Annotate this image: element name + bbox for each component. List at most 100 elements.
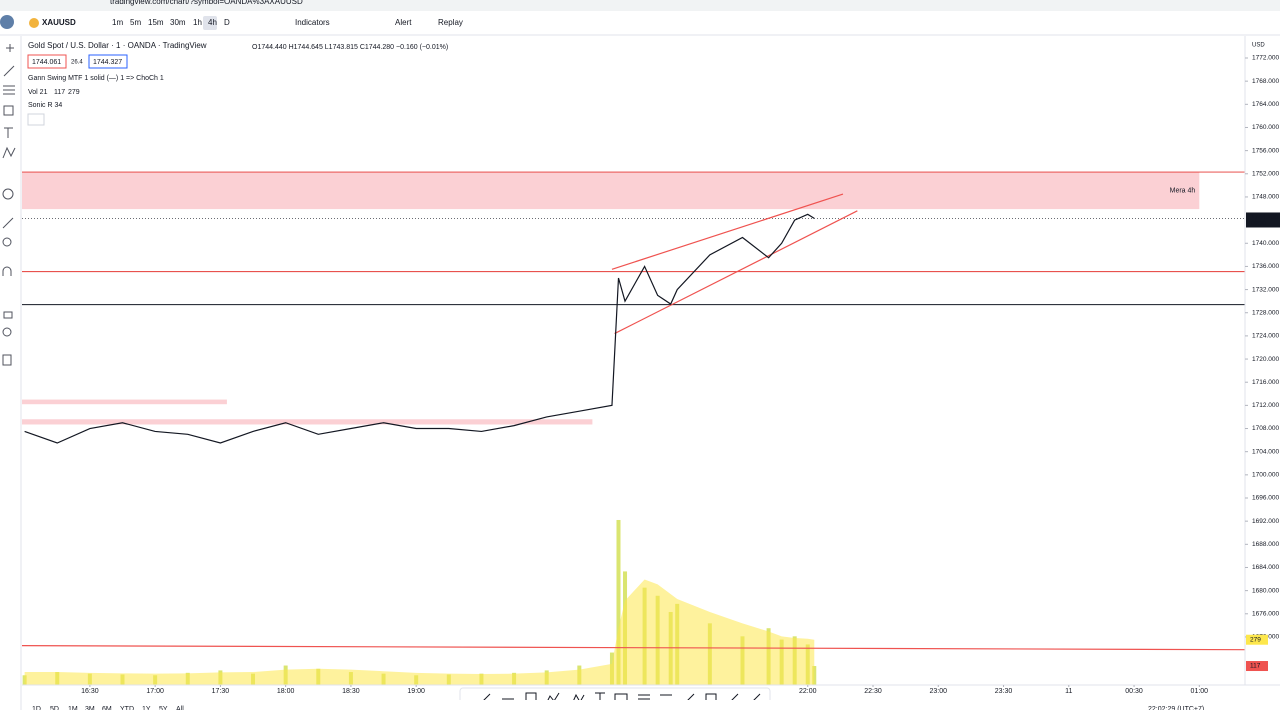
- shape-tool[interactable]: [3, 105, 14, 116]
- y-tick-label: 1752.000: [1252, 171, 1279, 178]
- top-toolbar: [0, 11, 1280, 35]
- browser-bar: [0, 0, 1280, 11]
- y-tick-label: 1724.000: [1252, 333, 1279, 340]
- trend-line: [611, 193, 844, 270]
- zoom-tool[interactable]: [2, 237, 12, 247]
- spread: 26.4: [71, 60, 83, 66]
- cross-tool[interactable]: [6, 44, 14, 52]
- y-tick-label: 1732.000: [1252, 286, 1279, 293]
- x-tick-label: 19:00: [407, 688, 425, 695]
- trend-tool[interactable]: [3, 65, 15, 77]
- bottom-bar: [22, 700, 1280, 710]
- y-tick-label: 1764.000: [1252, 101, 1279, 108]
- x-tick-label: 11: [1065, 688, 1072, 695]
- last-price-tag: [1246, 212, 1280, 228]
- zone-label: Mera 4h: [1170, 187, 1196, 194]
- volume-tag: [1246, 634, 1268, 645]
- x-tick-label: 18:00: [277, 688, 295, 695]
- ask[interactable]: 1744.327: [93, 59, 122, 66]
- x-tick-label: 22:00: [799, 688, 817, 695]
- range-button[interactable]: 1Y: [142, 706, 151, 710]
- drawing-tools: [2, 44, 16, 366]
- legend-title: Gold Spot / U.S. Dollar · 1 · OANDA · Tr…: [28, 41, 207, 50]
- interval[interactable]: 5m: [130, 18, 141, 27]
- y-tick-label: 1676.000: [1252, 611, 1279, 618]
- icon-tool[interactable]: [2, 188, 14, 200]
- x-tick-label: 23:30: [995, 688, 1013, 695]
- interval[interactable]: D: [224, 18, 230, 27]
- price-line: [24, 213, 815, 444]
- symbol[interactable]: XAUUSD: [42, 18, 76, 27]
- last-price: 1744.280: [1251, 214, 1278, 221]
- interval[interactable]: 4h: [208, 18, 217, 27]
- range-button[interactable]: 1M: [68, 706, 78, 710]
- volume-bar: [616, 519, 621, 685]
- text-tool[interactable]: [4, 127, 13, 138]
- bid[interactable]: 1744.061: [32, 59, 61, 66]
- left-toolbar: [0, 36, 21, 710]
- zone: [22, 399, 227, 405]
- x-tick-label: 01:00: [1191, 688, 1209, 695]
- price-axis: [1245, 36, 1280, 685]
- volume-ma-area: [24, 579, 815, 685]
- interval[interactable]: 30m: [170, 18, 186, 27]
- range-button[interactable]: 1D: [32, 706, 41, 710]
- clock: 22:02:29 (UTC+7): [1148, 706, 1204, 710]
- range-button[interactable]: YTD: [120, 706, 134, 710]
- interval[interactable]: 15m: [148, 18, 164, 27]
- y-tick-label: 1700.000: [1252, 472, 1279, 479]
- vol-name: Vol 21: [28, 89, 48, 96]
- hide-tool[interactable]: [2, 327, 12, 337]
- vol-ma-value: 279: [68, 89, 80, 96]
- x-tick-label: 16:30: [81, 688, 99, 695]
- y-tick-label: 1740.000: [1252, 240, 1279, 247]
- range-button[interactable]: 6M: [102, 706, 112, 710]
- zone: [22, 172, 1200, 210]
- y-tick-label: 1696.000: [1252, 495, 1279, 502]
- lock-tool[interactable]: [3, 311, 13, 319]
- replay-button[interactable]: Replay: [438, 18, 463, 27]
- x-tick-label: 22:30: [864, 688, 882, 695]
- y-tick-label: 1720.000: [1252, 356, 1279, 363]
- y-tick-label: 1728.000: [1252, 309, 1279, 316]
- range-button[interactable]: 5Y: [159, 706, 168, 710]
- bid-box: [27, 54, 67, 69]
- x-tick-label: 17:30: [212, 688, 230, 695]
- y-tick-label: 1688.000: [1252, 541, 1279, 548]
- range-button[interactable]: 5D: [50, 706, 59, 710]
- y-tick-label: 1772.000: [1252, 55, 1279, 62]
- trash-tool[interactable]: [2, 354, 12, 366]
- interval[interactable]: 1m: [112, 18, 123, 27]
- alert-button[interactable]: Alert: [395, 18, 412, 27]
- interval-active: [203, 16, 217, 30]
- y-tick-label: 1716.000: [1252, 379, 1279, 386]
- range-button[interactable]: 3M: [85, 706, 95, 710]
- y-tick-label: 1708.000: [1252, 425, 1279, 432]
- trend-line: [21, 645, 1246, 651]
- study: Sonic R 34: [28, 102, 62, 109]
- indicators-button[interactable]: Indicators: [295, 18, 330, 27]
- volume-tag-label: 117: [1250, 663, 1261, 670]
- pattern-tool[interactable]: [2, 146, 16, 159]
- magnet-tool[interactable]: [2, 266, 12, 276]
- y-tick-label: 1680.000: [1252, 587, 1279, 594]
- interval[interactable]: 1h: [193, 18, 202, 27]
- currency[interactable]: USD: [1252, 43, 1265, 49]
- trend-line: [614, 210, 858, 335]
- x-tick-label: 17:00: [146, 688, 164, 695]
- y-tick-label: 1712.000: [1252, 402, 1279, 409]
- range-button[interactable]: All: [176, 706, 184, 710]
- y-tick-label: 1756.000: [1252, 147, 1279, 154]
- legend-ohlc: O1744.440 H1744.645 L1743.815 C1744.280 …: [252, 44, 448, 51]
- y-tick-label: 1684.000: [1252, 564, 1279, 571]
- fib-tool[interactable]: [3, 85, 15, 95]
- avatar[interactable]: [0, 15, 14, 29]
- collapse-button[interactable]: [27, 113, 45, 126]
- ask-box: [88, 54, 128, 69]
- y-tick-label: 1736.000: [1252, 263, 1279, 270]
- ruler-tool[interactable]: [2, 217, 14, 229]
- x-tick-label: 23:00: [930, 688, 948, 695]
- zone: [22, 419, 593, 425]
